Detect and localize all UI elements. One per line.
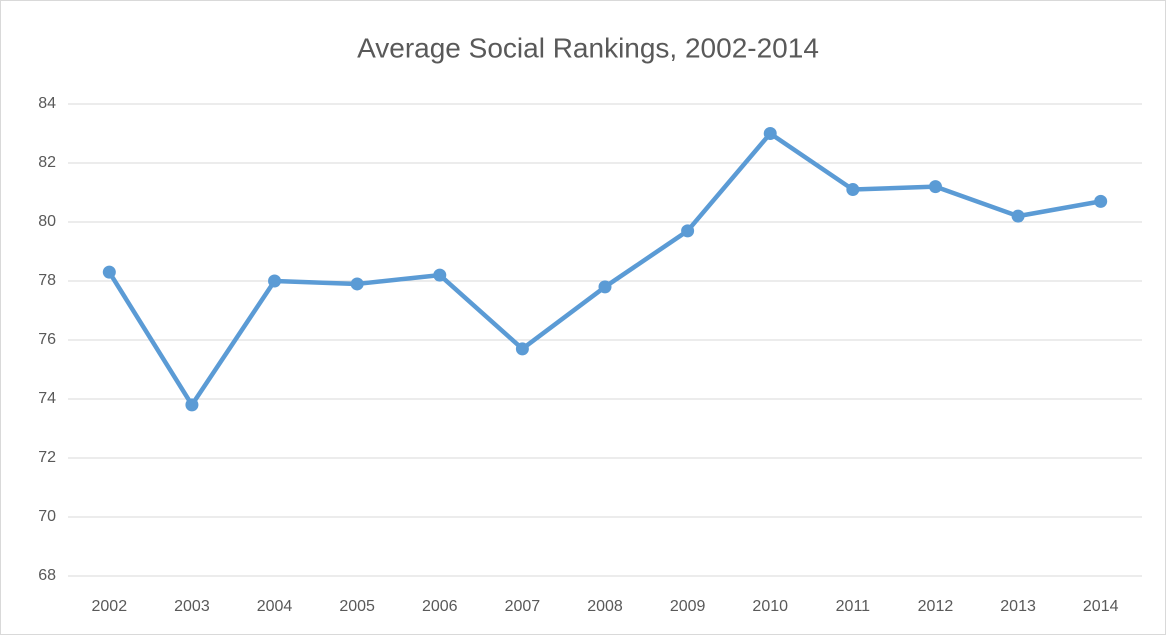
x-tick-label: 2006 <box>422 598 458 615</box>
data-point <box>1011 209 1025 223</box>
y-tick-label: 78 <box>38 272 56 289</box>
x-tick-label: 2011 <box>836 598 871 615</box>
x-tick-label: 2005 <box>339 598 375 615</box>
x-tick-label: 2002 <box>92 598 128 615</box>
y-tick-label: 72 <box>38 449 56 466</box>
x-tick-label: 2009 <box>670 598 706 615</box>
data-point <box>598 280 612 294</box>
x-tick-label: 2003 <box>174 598 210 615</box>
data-point <box>928 180 942 194</box>
y-tick-label: 84 <box>38 95 56 112</box>
y-tick-label: 68 <box>38 567 56 584</box>
data-point <box>433 268 447 282</box>
data-point <box>185 398 199 412</box>
data-point <box>681 224 695 238</box>
y-tick-label: 74 <box>38 390 56 407</box>
y-tick-label: 80 <box>38 213 56 230</box>
data-point <box>350 277 364 291</box>
chart-title: Average Social Rankings, 2002-2014 <box>357 32 819 63</box>
data-point <box>102 265 116 279</box>
data-point <box>763 127 777 140</box>
y-tick-label: 70 <box>38 508 56 525</box>
y-tick-label: 76 <box>38 331 56 348</box>
x-tick-label: 2013 <box>1000 598 1036 615</box>
data-point <box>515 342 529 356</box>
x-tick-label: 2004 <box>257 598 293 615</box>
x-tick-label: 2012 <box>918 598 954 615</box>
x-tick-label: 2010 <box>752 598 788 615</box>
data-point <box>846 183 860 197</box>
y-tick-label: 82 <box>38 154 56 171</box>
x-tick-label: 2008 <box>587 598 623 615</box>
data-point <box>268 274 282 288</box>
x-tick-label: 2007 <box>505 598 541 615</box>
x-tick-label: 2014 <box>1083 598 1119 615</box>
data-point <box>1094 194 1108 208</box>
